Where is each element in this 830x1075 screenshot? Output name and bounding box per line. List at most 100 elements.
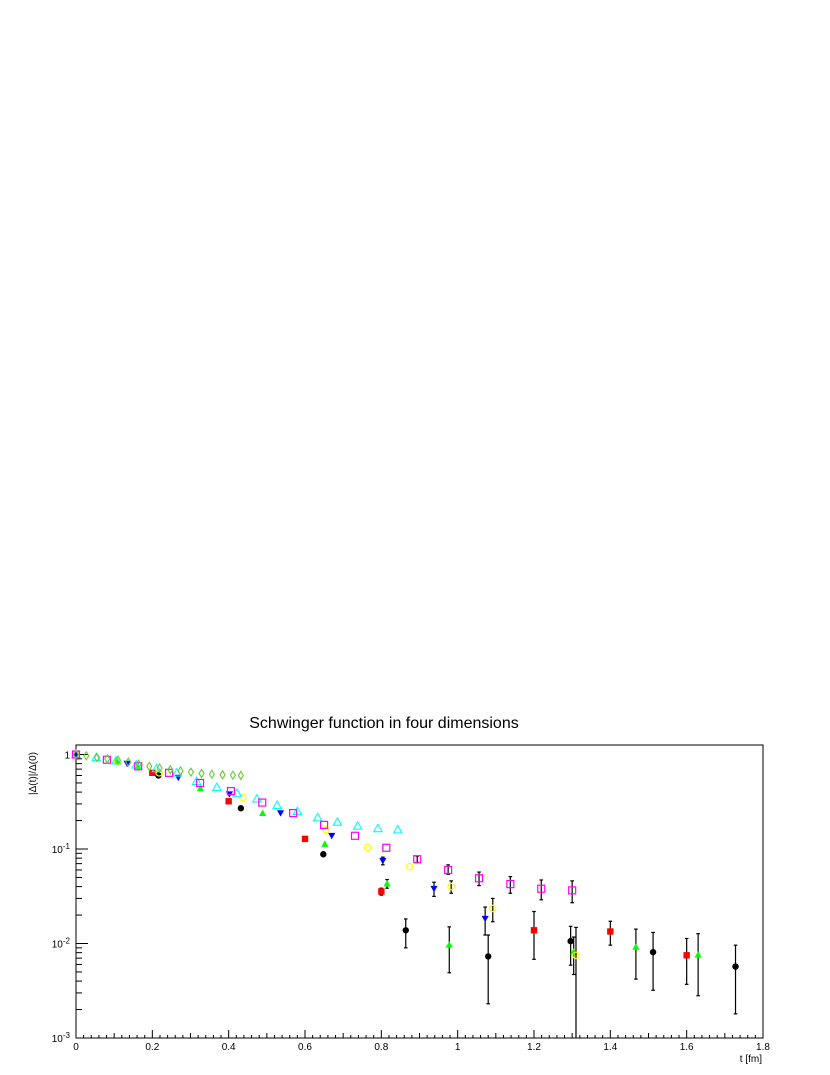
- x-tick-label: 1.2: [527, 1042, 541, 1053]
- data-point: [321, 840, 329, 847]
- data-point: [72, 749, 80, 760]
- data-point: [226, 786, 236, 796]
- data-point: [110, 755, 122, 765]
- data-point: [405, 862, 414, 871]
- data-point: [352, 820, 363, 830]
- data-point: [383, 880, 391, 887]
- data-point: [312, 812, 323, 822]
- data-point: [104, 753, 111, 764]
- x-tick-label: 0: [73, 1042, 79, 1053]
- x-tick-label: 0.2: [145, 1042, 159, 1053]
- data-point: [219, 769, 226, 780]
- data-point: [447, 882, 455, 891]
- y-tick-label: 10-2: [52, 937, 71, 951]
- data-series: [72, 749, 245, 781]
- data-point: [271, 799, 283, 810]
- data-series: [72, 751, 739, 1015]
- data-point: [156, 762, 163, 774]
- data-point: [225, 798, 232, 805]
- data-point: [488, 904, 497, 913]
- x-tick-label: 0.6: [298, 1042, 312, 1053]
- data-point: [211, 781, 222, 792]
- data-point: [177, 765, 184, 776]
- data-point: [146, 761, 153, 772]
- chart-title: Schwinger function in four dimensions: [249, 715, 518, 732]
- data-point: [568, 886, 577, 895]
- axes: 0 0.2 0.4 0.6 0.8 1 1.2 1.4 1.6 1.8 1 10-1 10-2 10-3: [52, 751, 771, 1054]
- data-point: [530, 927, 538, 934]
- y-axis-label: |Δ(t)|/Δ(0): [28, 752, 39, 795]
- data-point: [649, 948, 657, 956]
- data-point: [350, 831, 360, 840]
- data-point: [238, 793, 247, 802]
- data-point: [167, 764, 174, 775]
- data-point: [83, 750, 90, 761]
- data-point: [378, 888, 385, 895]
- data-point: [198, 768, 205, 779]
- data-point: [607, 928, 614, 935]
- data-point: [694, 951, 702, 958]
- data-point: [430, 885, 438, 893]
- y-tick-label: 10-1: [52, 842, 71, 856]
- data-point: [276, 810, 285, 817]
- data-point: [328, 832, 336, 840]
- data-point: [195, 778, 205, 788]
- data-point: [382, 843, 391, 852]
- data-point: [379, 857, 387, 865]
- data-point: [363, 843, 372, 852]
- data-point: [114, 755, 122, 766]
- x-tick-label: 0.4: [222, 1042, 236, 1053]
- data-point: [135, 759, 142, 770]
- data-point: [632, 943, 640, 950]
- data-point: [292, 806, 303, 816]
- data-point: [289, 808, 298, 818]
- data-point: [196, 784, 205, 792]
- data-point: [392, 824, 403, 834]
- data-point: [301, 835, 309, 843]
- data-point: [319, 820, 329, 829]
- data-point: [445, 941, 453, 948]
- x-tick-label: 0.8: [374, 1042, 388, 1053]
- data-point: [165, 768, 174, 777]
- data-point: [322, 825, 330, 834]
- data-point: [229, 770, 237, 781]
- y-tick-label: 1: [64, 751, 70, 762]
- data-point: [485, 953, 492, 960]
- data-point: [320, 851, 327, 858]
- x-tick-label: 1.8: [756, 1042, 770, 1053]
- data-point: [481, 915, 489, 923]
- data-point: [537, 884, 546, 893]
- x-tick-label: 1.6: [680, 1042, 694, 1053]
- data-point: [506, 880, 515, 889]
- data-point: [683, 952, 690, 959]
- data-point: [332, 816, 343, 826]
- data-series: [70, 749, 403, 834]
- data-point: [259, 809, 267, 816]
- data-point: [149, 769, 156, 777]
- data-point: [572, 951, 580, 960]
- data-point: [258, 798, 267, 807]
- data-point: [237, 805, 245, 812]
- data-point: [151, 763, 162, 773]
- data-point: [93, 752, 101, 763]
- data-point: [444, 865, 453, 875]
- x-tick-label: 1: [455, 1042, 461, 1053]
- y-tick-label: 10-3: [52, 1031, 71, 1045]
- data-points: [70, 749, 739, 1038]
- data-point: [251, 793, 263, 803]
- data-point: [474, 874, 484, 883]
- data-point: [413, 855, 422, 864]
- data-point: [208, 769, 216, 780]
- data-point: [187, 767, 195, 778]
- x-axis-label: t [fm]: [740, 1054, 762, 1065]
- data-point: [237, 770, 245, 781]
- data-point: [732, 963, 739, 970]
- data-point: [402, 927, 409, 934]
- x-tick-label: 1.4: [603, 1042, 617, 1053]
- data-point: [567, 937, 574, 945]
- data-point: [372, 823, 384, 833]
- data-series: [72, 751, 690, 985]
- data-point: [134, 762, 143, 771]
